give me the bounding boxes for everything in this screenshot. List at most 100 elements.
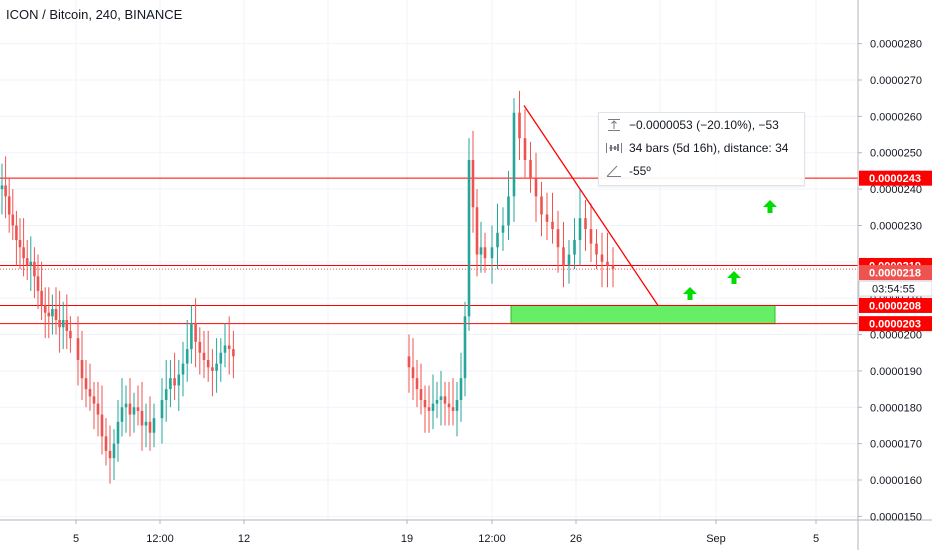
candle-body [69, 330, 72, 339]
candle-body [61, 320, 65, 328]
candle-body [54, 309, 58, 320]
candle-body [160, 400, 164, 419]
candle-body [578, 218, 582, 240]
candle-body [124, 403, 128, 408]
candle-body [215, 363, 218, 371]
time-tick-label: 26 [570, 533, 582, 545]
level-price-badge-label: 0.0000243 [869, 173, 921, 185]
candle-body [7, 196, 11, 215]
candle-body [152, 418, 156, 433]
candle-body [0, 185, 4, 190]
candle-body [76, 338, 80, 360]
candle-body [36, 276, 40, 291]
candle-body [483, 247, 487, 259]
candle-body [4, 185, 7, 197]
measure-price-text: −0.0000053 (−20.10%), −53 [629, 118, 779, 132]
candle-body [407, 356, 411, 368]
candle-body [120, 407, 124, 422]
candle-body [132, 407, 136, 415]
candle-body [219, 352, 223, 364]
candle-body [567, 254, 571, 266]
candle-body [202, 352, 206, 360]
candle-body [190, 323, 193, 350]
candle-body [104, 436, 108, 451]
symbol-title: ICON / Bitcoin, 240, BINANCE [6, 7, 183, 22]
candle-body [211, 367, 214, 371]
price-tick-label: 0.0000150 [870, 511, 922, 523]
measure-bars-text: 34 bars (5d 16h), distance: 34 [629, 141, 789, 155]
candle-body [164, 389, 168, 400]
candle-body [439, 396, 443, 400]
time-tick-label: Sep [706, 533, 726, 545]
candle-body [51, 309, 54, 317]
candle-body [80, 360, 84, 379]
candle-body [33, 261, 36, 277]
candle-body [447, 403, 451, 408]
up-arrow-icon [763, 200, 777, 213]
candle-body [40, 290, 43, 306]
horizontal-levels [0, 177, 858, 325]
angle-icon [605, 164, 623, 178]
candle-body [551, 221, 554, 230]
candle-body [185, 349, 189, 364]
price-tick-label: 0.0000270 [870, 75, 922, 87]
candle-body [611, 265, 615, 270]
candle-body [108, 450, 112, 459]
level-price-badge [859, 297, 932, 313]
time-tick-label: 5 [813, 533, 819, 545]
candle-body [116, 421, 120, 444]
candle-body [198, 341, 202, 353]
candle-body [455, 400, 459, 411]
candles [0, 90, 615, 484]
candle-body [173, 378, 176, 386]
up-arrow-shape [763, 200, 777, 213]
candle-body [589, 229, 593, 244]
countdown-label: 03:54:55 [872, 284, 915, 296]
candle-body [534, 178, 538, 197]
time-tick-label: 19 [401, 533, 413, 545]
candle-body [415, 378, 419, 390]
up-arrow-icon [727, 271, 741, 284]
candle-body [475, 207, 479, 255]
candle-body [88, 389, 92, 397]
candle-body [206, 360, 210, 368]
measure-bars-row: 34 bars (5d 16h), distance: 34 [605, 139, 788, 157]
candle-body [194, 323, 197, 342]
candle-body [523, 138, 527, 160]
candle-body [584, 218, 587, 230]
candle-body [84, 378, 88, 390]
price-tick-label: 0.0000170 [870, 439, 922, 451]
candle-body [148, 421, 152, 433]
candle-body [451, 407, 455, 411]
level-price-badge-label: 0.0000203 [869, 319, 921, 331]
price-range-icon [605, 118, 623, 132]
candle-body [545, 214, 549, 222]
price-tick-label: 0.0000190 [870, 366, 922, 378]
trendline [523, 105, 659, 306]
candle-body [435, 400, 439, 404]
candle-body [47, 312, 51, 317]
candle-body [411, 367, 415, 379]
candle-body [100, 414, 104, 437]
candle-body [18, 240, 22, 248]
candle-body [128, 403, 132, 415]
up-arrow-shape [727, 271, 741, 284]
candle-body [507, 196, 510, 226]
price-tick-label: 0.0000160 [870, 475, 922, 487]
support-zone [510, 304, 776, 325]
price-tick-label: 0.0000200 [870, 330, 922, 342]
price-tick-label: 0.0000260 [870, 111, 922, 123]
candle-body [496, 232, 499, 248]
measure-tooltip: −0.0000053 (−20.10%), −53 34 bars (5d 16… [598, 112, 805, 186]
grid [0, 0, 858, 520]
price-tick-label: 0.0000280 [870, 39, 922, 51]
up-arrow-icon [683, 287, 697, 300]
price-tick-label: 0.0000230 [870, 220, 922, 232]
bars-range-icon [605, 141, 623, 155]
candle-body [96, 403, 100, 415]
candle-body [467, 160, 471, 317]
support-zone-layer [510, 304, 776, 325]
candle-body [427, 407, 431, 411]
